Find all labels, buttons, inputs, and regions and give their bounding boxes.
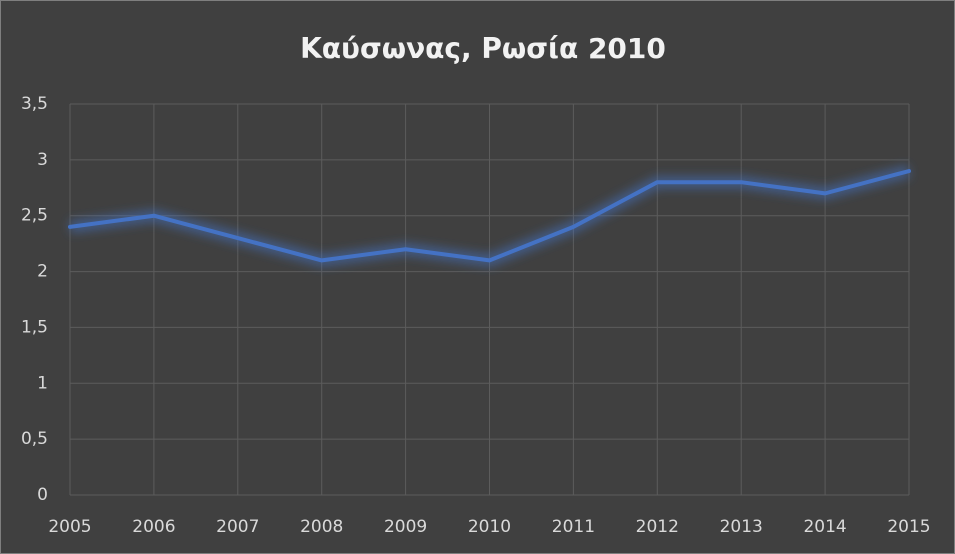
x-tick-label: 2007 <box>216 517 259 537</box>
x-tick-label: 2013 <box>720 517 763 537</box>
x-tick-label: 2009 <box>384 517 427 537</box>
x-tick-label: 2005 <box>48 517 91 537</box>
y-tick-label: 2 <box>37 262 48 282</box>
chart-title: Καύσωνας, Ρωσία 2010 <box>300 32 666 65</box>
y-tick-label: 1 <box>37 373 48 393</box>
x-tick-label: 2012 <box>636 517 679 537</box>
x-tick-label: 2015 <box>887 517 930 537</box>
y-tick-label: 3,5 <box>21 94 48 114</box>
x-tick-label: 2010 <box>468 517 511 537</box>
y-tick-label: 0,5 <box>21 429 48 449</box>
y-tick-label: 1,5 <box>21 317 48 337</box>
y-tick-label: 0 <box>37 485 48 505</box>
x-tick-label: 2011 <box>552 517 595 537</box>
x-tick-label: 2006 <box>132 517 175 537</box>
line <box>68 169 911 263</box>
x-tick-label: 2008 <box>300 517 343 537</box>
y-tick-label: 3 <box>37 150 48 170</box>
x-tick-label: 2014 <box>803 517 846 537</box>
y-tick-label: 2,5 <box>21 206 48 226</box>
